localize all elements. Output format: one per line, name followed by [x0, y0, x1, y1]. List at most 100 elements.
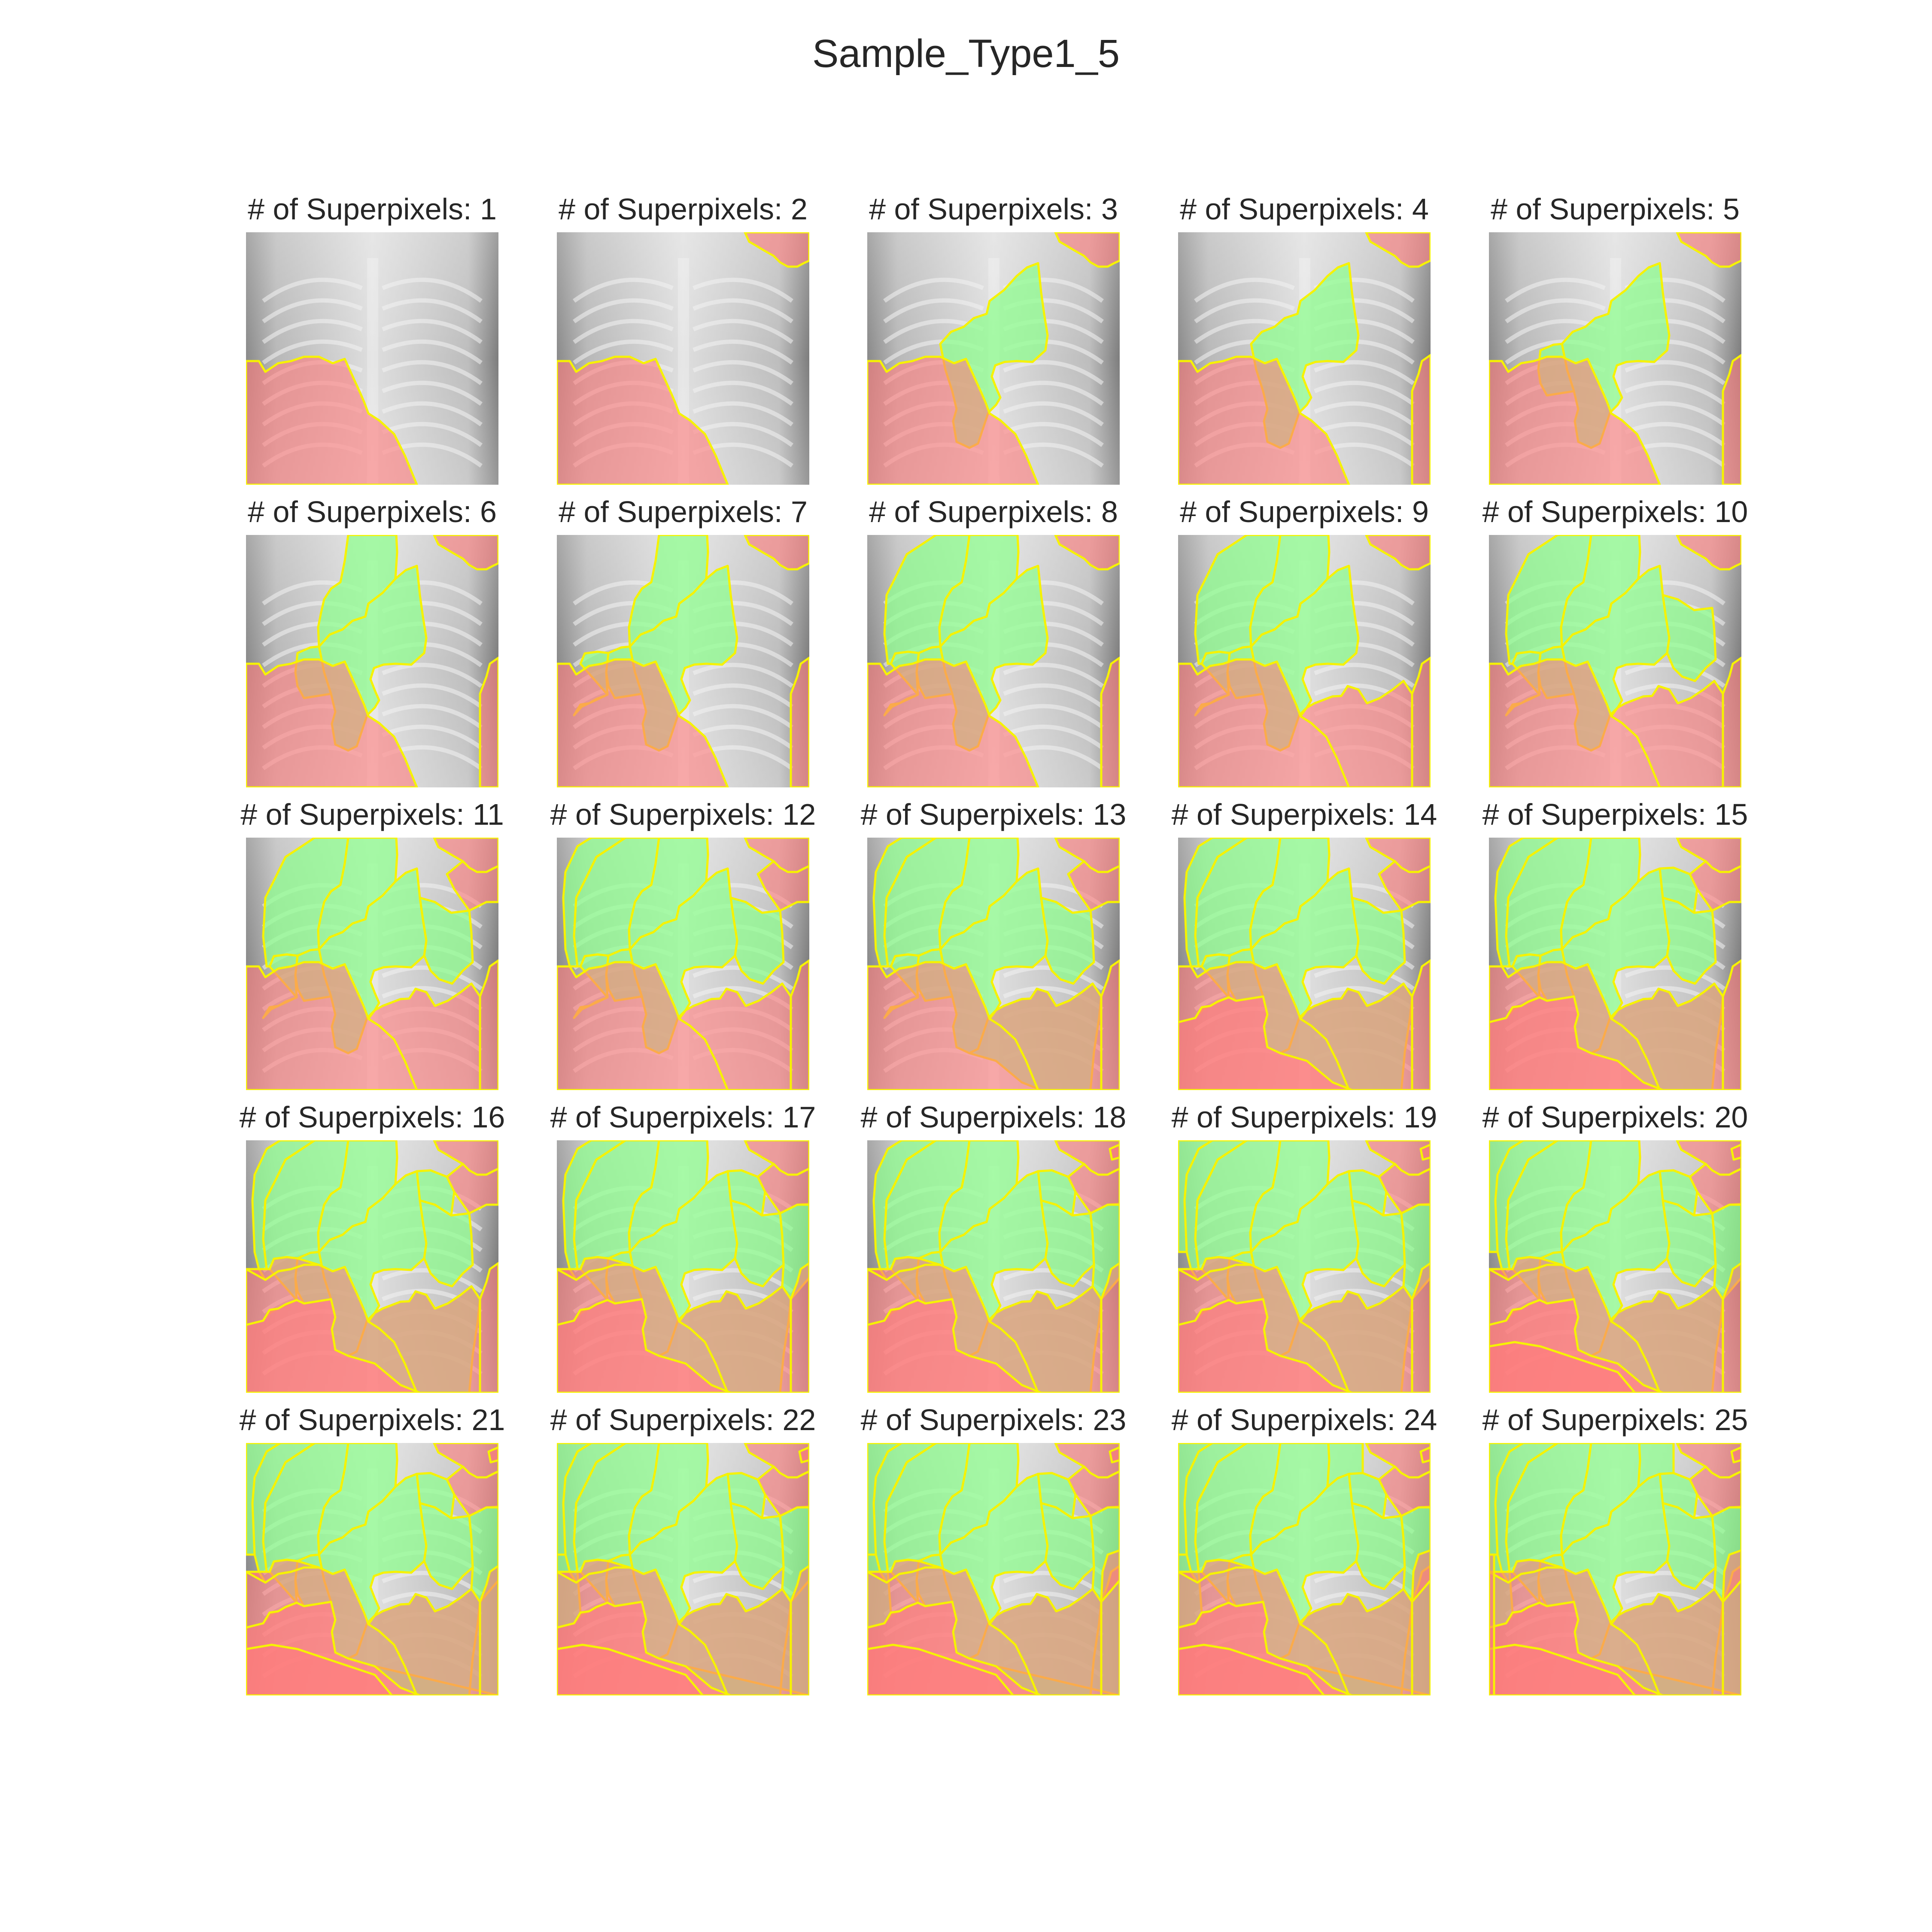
negative-superpixel: [1100, 959, 1120, 1090]
negative-superpixel: [557, 1643, 704, 1695]
positive-superpixel: [1637, 1443, 1675, 1488]
negative-superpixel: [1411, 1549, 1431, 1603]
negative-superpixel: [487, 1446, 498, 1464]
negative-superpixel: [1610, 982, 1724, 1090]
negative-superpixel: [1178, 995, 1353, 1090]
negative-superpixel: [790, 959, 809, 1090]
positive-superpixel: [726, 1169, 766, 1217]
xray-superpixel-image: [557, 232, 809, 485]
negative-superpixel: [479, 656, 498, 787]
xray-superpixel-image: [557, 535, 809, 787]
negative-superpixel: [246, 1256, 320, 1281]
negative-superpixel: [1489, 1553, 1495, 1695]
negative-superpixel: [1411, 656, 1431, 787]
panel-title: # of Superpixels: 12: [550, 798, 816, 831]
panel-title: # of Superpixels: 10: [1482, 495, 1748, 529]
xray-superpixel-image: [867, 838, 1120, 1090]
positive-superpixel: [1659, 866, 1698, 914]
negative-superpixel: [1411, 354, 1431, 485]
negative-superpixel: [1676, 232, 1741, 268]
negative-superpixel: [479, 1564, 498, 1695]
negative-superpixel: [1100, 656, 1120, 787]
negative-superpixel: [1610, 1285, 1724, 1393]
negative-superpixel: [744, 535, 809, 571]
panel-title: # of Superpixels: 20: [1482, 1100, 1748, 1134]
negative-superpixel: [557, 1298, 732, 1393]
figure-title: Sample_Type1_5: [812, 32, 1120, 76]
negative-superpixel: [246, 1298, 421, 1393]
negative-superpixel: [867, 1643, 1015, 1695]
positive-superpixel: [262, 838, 349, 968]
negative-superpixel: [744, 232, 809, 268]
negative-superpixel: [867, 1298, 1042, 1393]
xray-superpixel-image: [867, 1140, 1120, 1393]
xray-superpixel-image: [1178, 535, 1431, 787]
negative-superpixel: [557, 355, 729, 485]
negative-superpixel: [246, 1643, 393, 1695]
panel-title: # of Superpixels: 1: [248, 192, 497, 226]
positive-superpixel: [872, 838, 937, 968]
xray-superpixel-image: [1178, 232, 1431, 485]
negative-superpixel: [756, 860, 809, 912]
negative-superpixel: [433, 535, 498, 571]
xray-superpixel-image: [246, 535, 498, 787]
positive-superpixel: [1351, 896, 1406, 985]
negative-superpixel: [867, 1558, 942, 1584]
panel-title: # of Superpixels: 17: [550, 1100, 816, 1134]
negative-superpixel: [1689, 860, 1741, 912]
positive-superpixel: [416, 1169, 456, 1217]
xray-superpixel-image: [1178, 1443, 1431, 1695]
positive-superpixel: [1348, 1472, 1388, 1519]
panel-title: # of Superpixels: 25: [1482, 1403, 1748, 1437]
negative-superpixel: [1489, 355, 1661, 485]
positive-superpixel: [1040, 896, 1095, 985]
positive-superpixel: [1662, 594, 1717, 682]
negative-superpixel: [1722, 1549, 1741, 1603]
negative-superpixel: [446, 1465, 498, 1517]
panel-title: # of Superpixels: 11: [240, 798, 504, 831]
negative-superpixel: [988, 1285, 1103, 1393]
panel-title: # of Superpixels: 19: [1171, 1100, 1437, 1134]
negative-superpixel: [367, 1285, 481, 1393]
negative-superpixel: [1730, 1143, 1741, 1161]
xray-superpixel-image: [867, 232, 1120, 485]
negative-superpixel: [1610, 680, 1724, 787]
positive-superpixel: [1659, 1472, 1698, 1519]
negative-superpixel: [1054, 232, 1120, 268]
panel-title: # of Superpixels: 14: [1171, 798, 1437, 831]
xray-superpixel-image: [1489, 232, 1741, 485]
positive-superpixel: [1326, 1443, 1364, 1488]
xray-superpixel-image: [867, 535, 1120, 787]
panel-title: # of Superpixels: 5: [1491, 192, 1740, 226]
negative-superpixel: [1489, 1643, 1636, 1695]
negative-superpixel: [1411, 959, 1431, 1090]
positive-superpixel: [419, 896, 474, 985]
xray-superpixel-image: [246, 232, 498, 485]
negative-superpixel: [479, 959, 498, 1090]
negative-superpixel: [1489, 995, 1664, 1090]
negative-superpixel: [1299, 982, 1413, 1090]
positive-superpixel: [1178, 1140, 1214, 1253]
panel-title: # of Superpixels: 13: [860, 798, 1127, 831]
positive-superpixel: [628, 535, 709, 648]
negative-superpixel: [1178, 1643, 1325, 1695]
negative-superpixel: [246, 658, 418, 787]
negative-superpixel: [1067, 1163, 1120, 1215]
negative-superpixel: [678, 1285, 792, 1393]
panel-title: # of Superpixels: 2: [559, 192, 808, 226]
negative-superpixel: [790, 656, 809, 787]
positive-superpixel: [1662, 896, 1717, 985]
negative-superpixel: [1722, 1262, 1741, 1393]
negative-superpixel: [557, 658, 729, 787]
negative-superpixel: [1178, 1298, 1353, 1393]
negative-superpixel: [1299, 1588, 1413, 1695]
xray-superpixel-image: [1489, 535, 1741, 787]
negative-superpixel: [678, 982, 792, 1090]
negative-superpixel: [1722, 959, 1741, 1090]
negative-superpixel: [1378, 860, 1431, 912]
positive-superpixel: [729, 896, 785, 985]
negative-superpixel: [1100, 1262, 1120, 1393]
panel-title: # of Superpixels: 3: [869, 192, 1118, 226]
negative-superpixel: [246, 355, 418, 485]
negative-superpixel: [479, 1262, 498, 1393]
